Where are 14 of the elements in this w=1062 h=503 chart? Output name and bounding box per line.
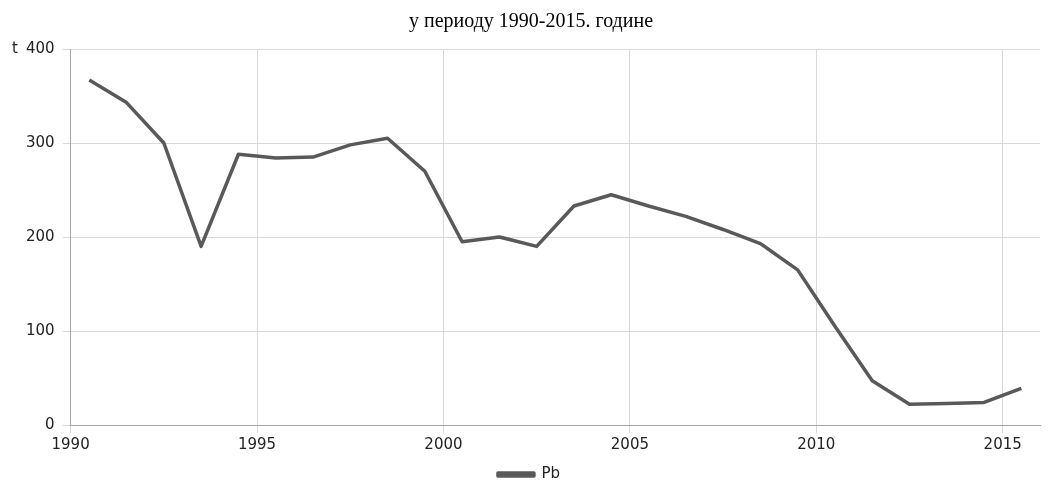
y-axis-title: t (12, 38, 18, 57)
x-tick-label: 2000 (424, 434, 463, 453)
x-tick-label: 1995 (237, 434, 277, 453)
y-tick-label: 300 (25, 132, 55, 151)
x-tick-label: 2010 (797, 434, 836, 453)
y-tick-label: 100 (25, 320, 55, 339)
x-tick-label: 2005 (610, 434, 649, 453)
legend-label: Pb (541, 464, 561, 483)
y-tick-label: 200 (25, 226, 55, 245)
y-tick-label: 0 (45, 414, 55, 433)
chart-title: у периоду 1990-2015. године (407, 8, 655, 32)
x-tick-label: 2015 (983, 434, 1022, 453)
x-tick-label: 1990 (51, 434, 90, 453)
y-tick-label: 400 (25, 38, 55, 57)
